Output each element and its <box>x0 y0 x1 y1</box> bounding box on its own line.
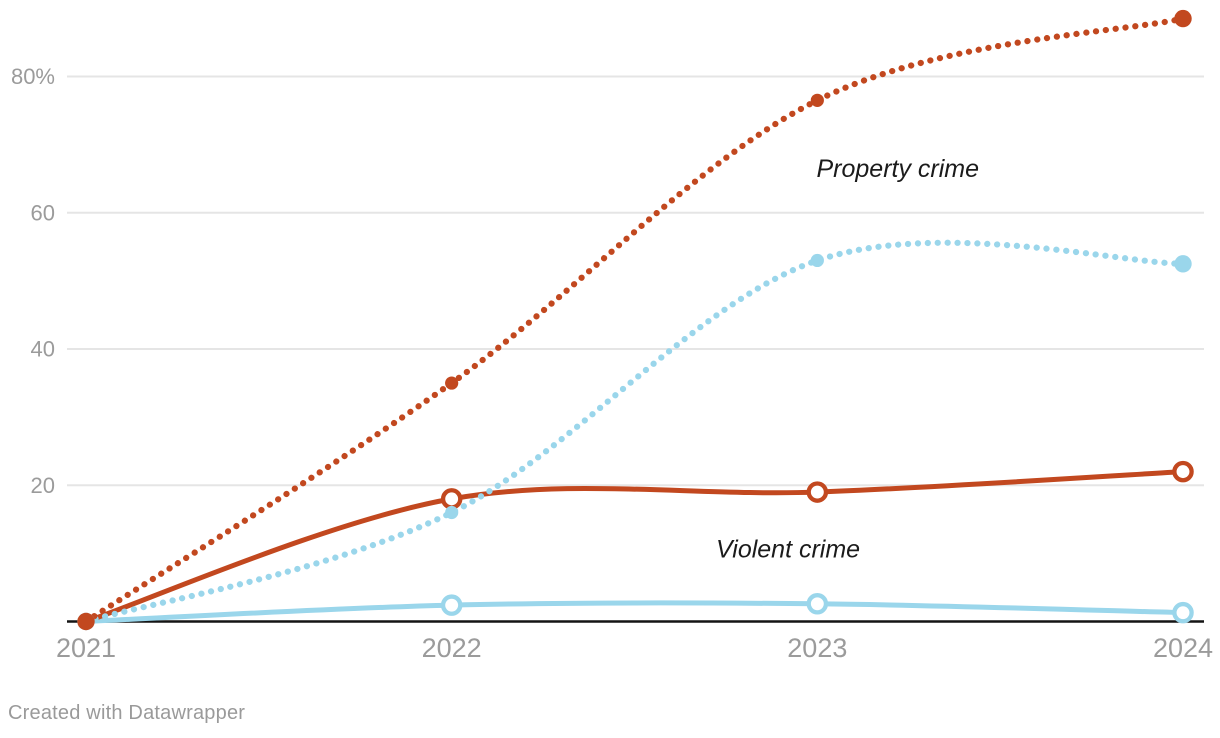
y-tick-label: 20 <box>31 473 55 498</box>
series-label: Property crime <box>817 155 980 183</box>
data-point-blue-dotted <box>1174 255 1192 273</box>
data-point-blue-dotted <box>810 253 824 268</box>
x-tick-label: 2023 <box>787 633 847 663</box>
data-point-blue-solid <box>806 593 829 615</box>
data-point-red-dotted <box>810 93 824 107</box>
x-tick-label: 2024 <box>1153 633 1213 663</box>
line-chart: 20 40 60 80% 2021 2022 2023 2024 Property crime V… <box>11 9 1213 663</box>
data-point-red-dotted <box>77 612 95 631</box>
data-point-red-solid <box>1172 460 1194 483</box>
data-point-red-dotted <box>1174 9 1192 28</box>
series-line-blue-dotted <box>82 239 1187 625</box>
data-point-red-solid <box>806 481 829 503</box>
series-line-red-dotted <box>82 15 1187 625</box>
data-point-blue-solid <box>1172 601 1194 624</box>
data-point-blue-solid <box>440 594 463 616</box>
series-line-blue-solid <box>83 600 1186 624</box>
attribution: Created with Datawrapper <box>8 702 246 724</box>
data-point-blue-dotted <box>445 505 459 520</box>
y-tick-label: 60 <box>31 200 55 225</box>
series-label: Violent crime <box>716 535 860 563</box>
y-tick-label: 80% <box>11 64 55 89</box>
data-point-red-solid <box>440 488 463 510</box>
x-tick-label: 2022 <box>422 633 482 663</box>
series-line-red-solid <box>83 469 1186 624</box>
x-tick-label: 2021 <box>56 633 116 663</box>
data-point-red-dotted <box>445 376 459 390</box>
y-tick-label: 40 <box>31 337 55 362</box>
